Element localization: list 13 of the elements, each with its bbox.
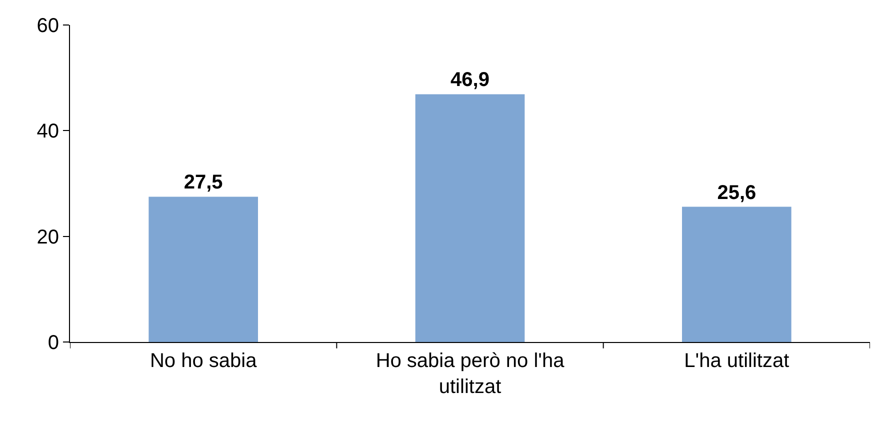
- y-tick-label: 20: [36, 226, 59, 248]
- bar: [148, 196, 258, 342]
- bar: [682, 206, 792, 342]
- x-tick-label: L'ha utilitzat: [684, 350, 790, 372]
- x-tick-label: No ho sabia: [150, 350, 258, 372]
- data-label: 46,9: [450, 69, 490, 92]
- y-tick-label: 40: [36, 120, 59, 143]
- data-label: 25,6: [717, 182, 756, 204]
- x-tick-label: Ho sabia però no l'ha utilitzat: [376, 350, 566, 398]
- y-tick-label: 0: [48, 332, 59, 354]
- data-label: 27,5: [184, 172, 223, 194]
- y-tick-label: 60: [36, 15, 59, 37]
- bar: [415, 94, 525, 342]
